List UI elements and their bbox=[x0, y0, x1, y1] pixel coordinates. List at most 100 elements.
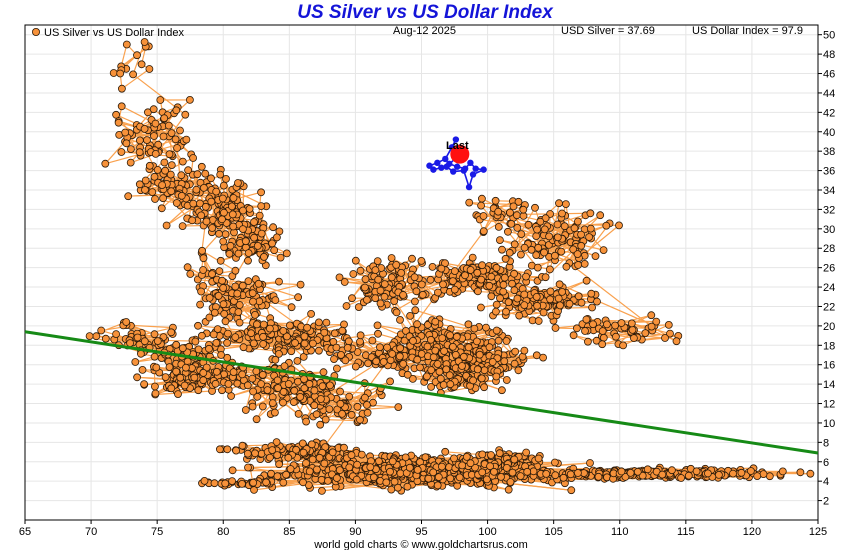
history-point bbox=[338, 409, 347, 418]
history-point bbox=[589, 320, 597, 329]
history-point bbox=[472, 337, 481, 346]
history-point bbox=[388, 349, 397, 358]
history-point bbox=[612, 332, 620, 341]
history-point bbox=[192, 185, 201, 194]
history-point bbox=[582, 315, 591, 324]
history-point bbox=[494, 336, 503, 345]
history-point bbox=[289, 398, 298, 407]
history-point bbox=[499, 280, 508, 289]
history-point bbox=[201, 202, 210, 211]
history-point bbox=[362, 400, 371, 409]
history-point bbox=[593, 297, 601, 306]
history-point bbox=[218, 276, 227, 285]
history-point bbox=[410, 297, 419, 306]
history-point bbox=[360, 393, 369, 402]
history-point bbox=[482, 323, 490, 332]
history-point bbox=[135, 148, 144, 157]
history-point bbox=[394, 403, 403, 412]
history-point bbox=[502, 376, 511, 384]
history-point bbox=[470, 324, 479, 333]
history-point bbox=[318, 382, 327, 391]
history-line-segment bbox=[568, 262, 652, 328]
history-point bbox=[252, 415, 261, 424]
history-point bbox=[499, 287, 508, 296]
history-point bbox=[164, 121, 173, 130]
history-point bbox=[428, 262, 437, 271]
history-point bbox=[216, 170, 225, 179]
history-point bbox=[305, 380, 314, 388]
history-point bbox=[248, 402, 257, 411]
history-point bbox=[293, 356, 302, 365]
history-points bbox=[85, 38, 815, 495]
history-point bbox=[182, 135, 191, 144]
history-point bbox=[151, 389, 160, 398]
history-point bbox=[221, 230, 230, 239]
history-point bbox=[464, 343, 473, 352]
history-point bbox=[171, 135, 180, 144]
history-point bbox=[205, 313, 214, 322]
history-point bbox=[380, 280, 389, 289]
history-point bbox=[205, 344, 213, 353]
history-point bbox=[387, 254, 396, 262]
history-point bbox=[272, 233, 281, 242]
history-point bbox=[546, 265, 554, 274]
history-point bbox=[122, 318, 131, 326]
history-point bbox=[546, 295, 554, 304]
history-point bbox=[140, 337, 149, 346]
history-point bbox=[248, 374, 257, 383]
history-point bbox=[121, 128, 130, 137]
history-point bbox=[196, 300, 205, 309]
history-point bbox=[345, 392, 354, 401]
history-point bbox=[181, 363, 190, 372]
history-point bbox=[231, 266, 240, 275]
history-point bbox=[135, 180, 144, 189]
history-point bbox=[159, 132, 168, 141]
history-point bbox=[152, 363, 161, 372]
history-point bbox=[150, 330, 159, 339]
history-point bbox=[219, 300, 228, 309]
history-point bbox=[197, 331, 206, 340]
history-point bbox=[211, 379, 220, 388]
history-point bbox=[92, 332, 101, 341]
history-point bbox=[477, 374, 486, 383]
history-point bbox=[255, 211, 264, 220]
history-point bbox=[599, 333, 608, 342]
history-point bbox=[265, 324, 274, 333]
history-point bbox=[488, 358, 497, 366]
history-point bbox=[491, 307, 500, 316]
history-point bbox=[207, 197, 216, 206]
history-point bbox=[194, 321, 202, 330]
history-point bbox=[205, 293, 214, 302]
history-point bbox=[555, 199, 563, 208]
history-point bbox=[475, 350, 484, 359]
history-point bbox=[426, 275, 435, 284]
history-point bbox=[259, 320, 268, 329]
history-point bbox=[249, 297, 257, 306]
history-point bbox=[244, 256, 252, 265]
history-point bbox=[368, 336, 377, 345]
history-point bbox=[437, 264, 446, 273]
history-point bbox=[362, 295, 371, 304]
history-point bbox=[539, 308, 548, 317]
history-point bbox=[374, 275, 383, 284]
history-point bbox=[520, 346, 529, 355]
history-point bbox=[672, 337, 681, 346]
history-point bbox=[195, 199, 204, 208]
history-point bbox=[452, 332, 461, 341]
history-point bbox=[440, 347, 449, 356]
history-lines bbox=[89, 41, 811, 492]
history-point bbox=[500, 357, 509, 366]
history-point bbox=[279, 387, 288, 396]
history-point bbox=[360, 283, 369, 292]
history-point bbox=[140, 380, 149, 389]
history-point bbox=[160, 158, 169, 167]
history-point bbox=[300, 332, 309, 341]
history-point bbox=[451, 350, 460, 359]
history-point bbox=[438, 334, 447, 343]
history-point bbox=[112, 330, 120, 339]
history-point bbox=[199, 368, 208, 377]
history-point bbox=[244, 249, 253, 258]
history-point bbox=[122, 139, 131, 148]
history-point bbox=[114, 118, 123, 127]
history-point bbox=[515, 311, 524, 320]
